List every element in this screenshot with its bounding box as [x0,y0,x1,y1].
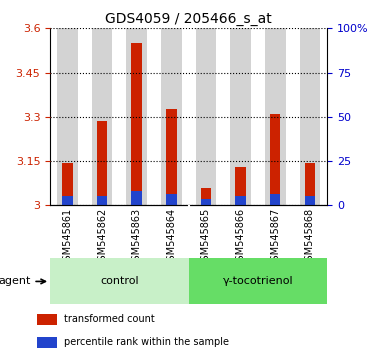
Bar [305,162,315,205]
Bar [62,162,72,205]
Bar [166,194,176,205]
Title: GDS4059 / 205466_s_at: GDS4059 / 205466_s_at [105,12,272,26]
Bar [201,199,211,205]
Bar [97,121,107,205]
Bar [235,196,246,205]
FancyBboxPatch shape [50,258,189,304]
Text: GSM545866: GSM545866 [236,208,246,267]
Text: GSM545863: GSM545863 [132,208,142,267]
Bar [305,196,315,205]
Text: GSM545861: GSM545861 [62,208,72,267]
Text: agent: agent [0,276,45,286]
Text: GSM545864: GSM545864 [166,208,176,267]
Bar [270,194,280,205]
Bar [37,337,57,348]
Bar [230,28,251,205]
Text: control: control [100,276,139,286]
Bar [132,43,142,205]
Bar [126,28,147,205]
Text: GSM545865: GSM545865 [201,208,211,267]
Bar [97,196,107,205]
Text: GSM545867: GSM545867 [270,208,280,267]
Bar [300,28,320,205]
Bar [132,190,142,205]
Bar [270,114,280,205]
Bar [37,314,57,325]
Text: percentile rank within the sample: percentile rank within the sample [64,337,229,348]
Text: GSM545862: GSM545862 [97,208,107,267]
Bar [196,28,216,205]
Bar [62,196,72,205]
FancyBboxPatch shape [189,258,327,304]
Bar [265,28,286,205]
Bar [161,28,182,205]
Text: γ-tocotrienol: γ-tocotrienol [223,276,293,286]
Text: GSM545868: GSM545868 [305,208,315,267]
Bar [201,188,211,205]
Text: transformed count: transformed count [64,314,155,325]
Bar [57,28,78,205]
Bar [235,167,246,205]
Bar [92,28,112,205]
Bar [166,109,176,205]
